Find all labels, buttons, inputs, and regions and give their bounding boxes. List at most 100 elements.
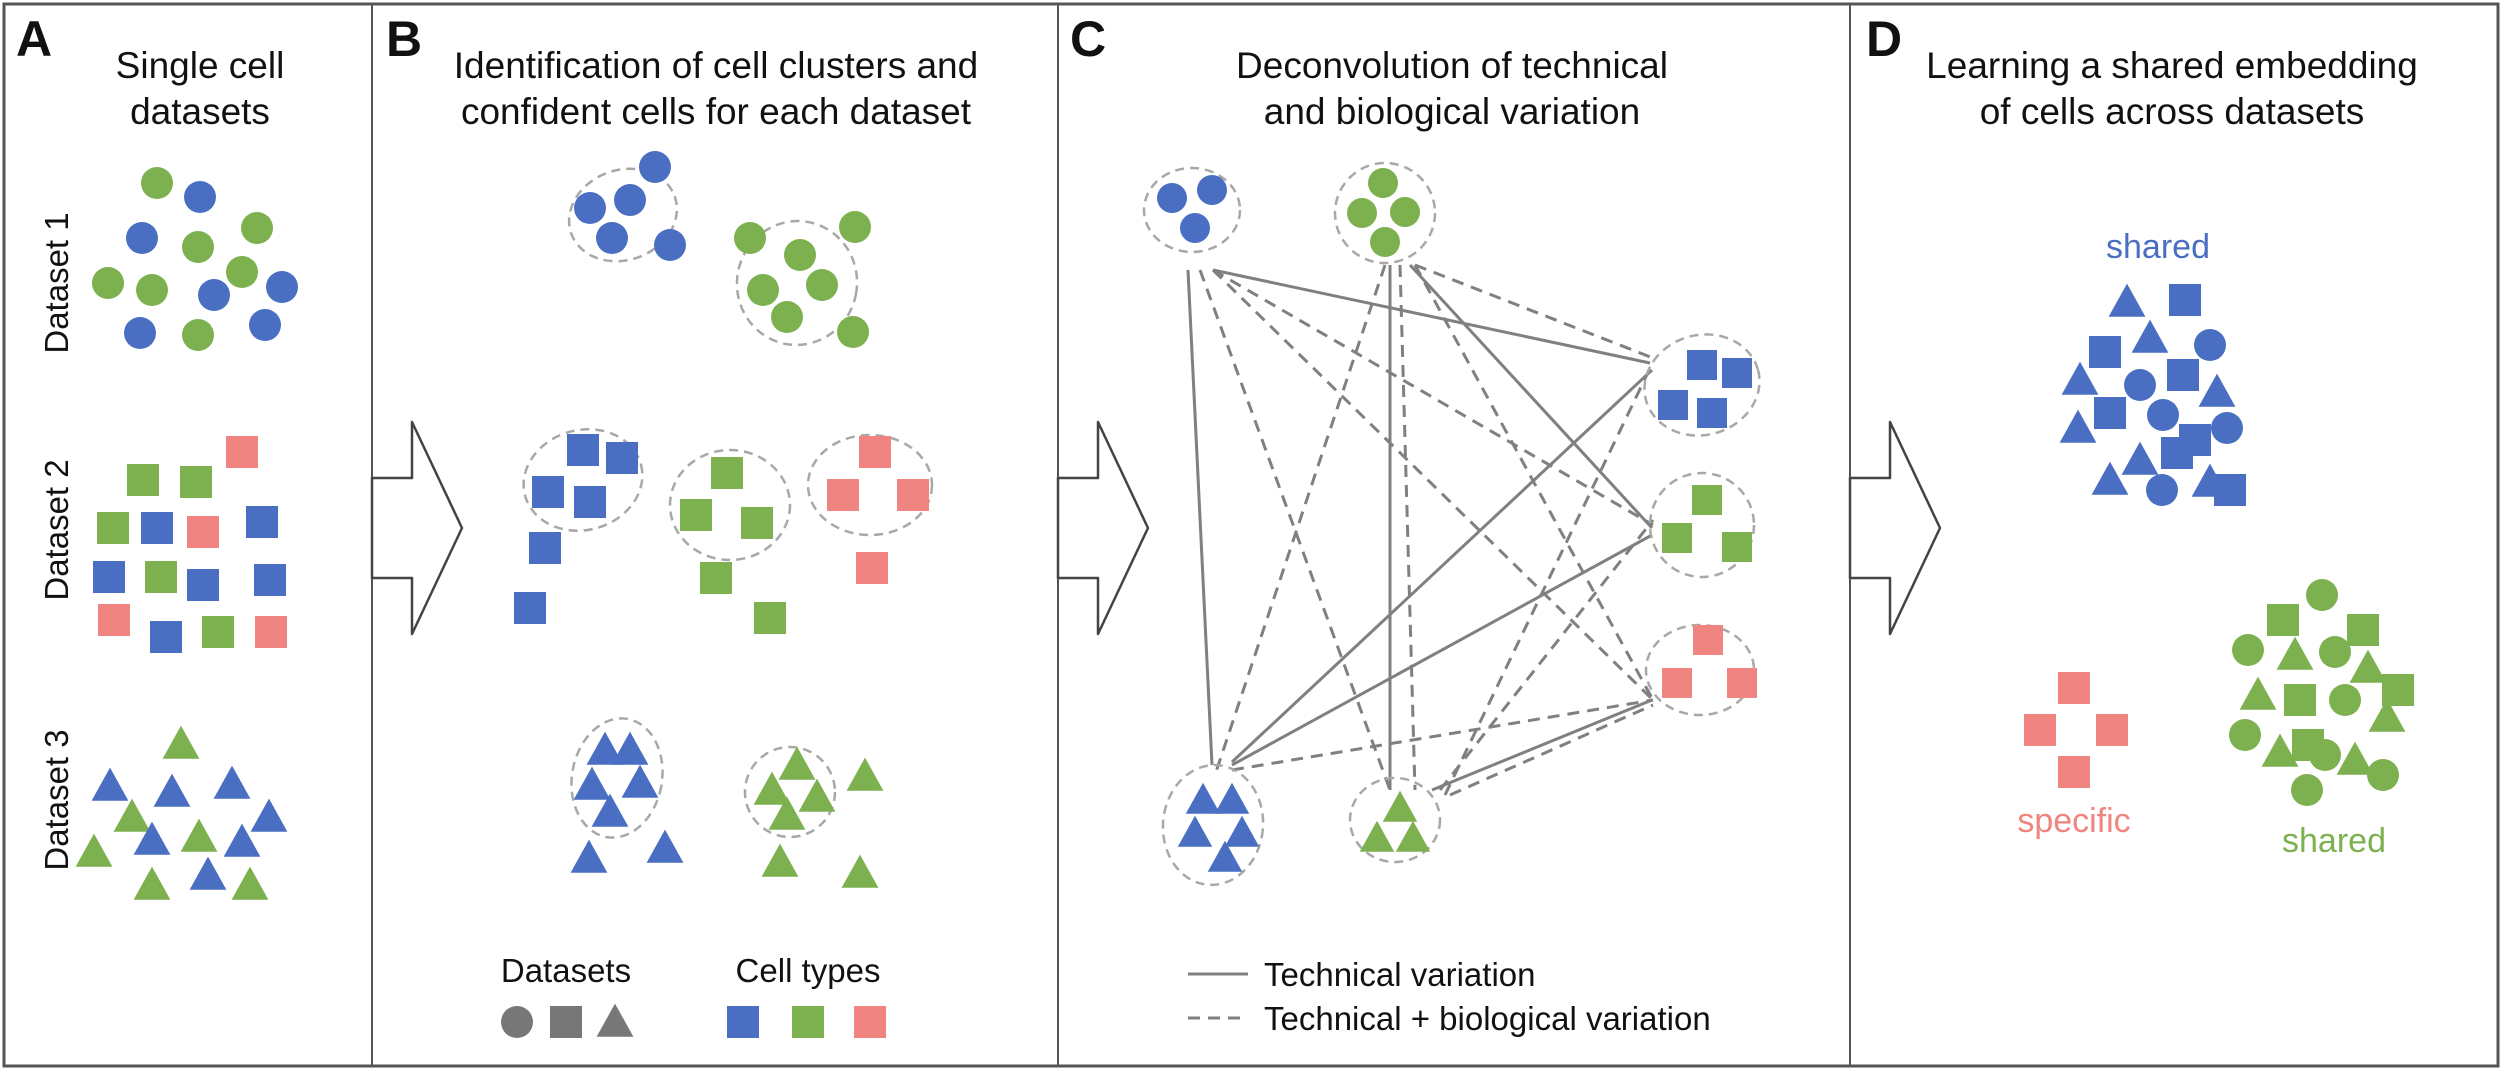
panel-c-links [1186,263,1655,797]
green-circle-cell [182,231,214,263]
blue-triangle-cell [611,731,649,765]
blue-square-cell [93,561,125,593]
technical-biological-variation-link [1438,519,1655,791]
green-circle-cell [92,267,124,299]
blue-triangle-cell [2198,373,2236,407]
green-circle-cell [2329,684,2361,716]
blue-triangle-cell [2121,441,2159,475]
red-square-cell [897,479,929,511]
blue-circle-cell [2147,399,2179,431]
green-circle-cell [241,212,273,244]
panel-a-cells [75,167,298,900]
green-circle-cell [2319,636,2351,668]
gray-triangle-cell [596,1003,634,1037]
blue-square-cell [2089,336,2121,368]
green-triangle-cell [2239,676,2277,710]
panel-d-title-line-1: Learning a shared embedding [1926,45,2418,86]
green-square-cell [180,466,212,498]
blue-square-cell [2094,397,2126,429]
green-triangle-cell [1359,820,1395,852]
blue-circle-cell [654,229,686,261]
red-square-cell [2058,756,2090,788]
blue-circle-cell [639,151,671,183]
blue-square-cell [2167,359,2199,391]
blue-square-cell [246,506,278,538]
green-square-cell [2347,614,2379,646]
technical-variation-link [1212,268,1651,365]
panel-c-cells [1157,168,1757,872]
red-square-cell [98,604,130,636]
gray-circle-cell [501,1006,533,1038]
blue-triangle-cell [621,764,659,798]
red-square-cell [2024,714,2056,746]
green-square-cell [127,464,159,496]
blue-triangle-cell [2061,361,2099,395]
technical-biological-variation-link [1414,263,1654,360]
green-circle-cell [2309,739,2341,771]
blue-triangle-cell [591,793,629,827]
technical-variation-link [1431,698,1653,792]
green-triangle-cell [113,798,151,832]
blue-triangle-cell [1185,782,1221,814]
blue-circle-cell [126,222,158,254]
green-triangle-cell [1395,820,1431,852]
panel-a-title-line-2: datasets [130,91,270,132]
green-triangle-cell [846,757,884,791]
green-triangle-cell [180,818,218,852]
cluster-outline [1643,333,1761,437]
red-square-cell [255,616,287,648]
panel-b-cells [514,151,929,888]
technical-biological-variation-link [1231,698,1654,772]
green-circle-cell [182,319,214,351]
cluster-outline [522,428,644,532]
technical-variation-link [1408,263,1654,530]
green-circle-cell [784,239,816,271]
cluster-outline [1348,776,1442,864]
green-square-cell [711,457,743,489]
blue-triangle-cell [2059,409,2097,443]
blue-triangle-cell [573,766,611,800]
blue-circle-cell [184,181,216,213]
green-triangle-cell [2276,636,2314,670]
blue-square-cell [187,569,219,601]
green-square-cell [700,562,732,594]
blue-circle-cell [1157,183,1187,213]
technical-biological-variation-link [1413,264,1655,701]
blue-triangle-cell [1177,815,1213,847]
green-triangle-cell [2336,741,2374,775]
blue-circle-cell [249,309,281,341]
technical-variation-link [1230,368,1654,764]
red-square-cell [187,516,219,548]
arrow-ab [370,420,464,636]
technical-biological-variation-link [1449,703,1654,797]
blue-triangle-cell [153,773,191,807]
blue-circle-cell [1197,175,1227,205]
blue-circle-cell [596,222,628,254]
blue-triangle-cell [2091,461,2129,495]
green-circle-cell [1347,198,1377,228]
red-square-cell [827,479,859,511]
legend-cell-types-label: Cell types [736,952,881,989]
cluster-outline [806,433,934,537]
green-square-cell [202,616,234,648]
technical-biological-variation-link [1213,264,1387,776]
green-circle-cell [771,301,803,333]
green-square-cell [1662,523,1692,553]
blue-circle-cell [2124,369,2156,401]
cluster-outline [570,717,664,839]
green-square-cell [792,1006,824,1038]
green-triangle-cell [2349,649,2387,683]
blue-square-cell [1658,390,1688,420]
red-square-cell [2096,714,2128,746]
panel-b-legend-marks [501,1003,886,1038]
blue-square-cell [1687,350,1717,380]
red-square-cell [856,552,888,584]
technical-biological-variation-link [1212,268,1654,527]
panel-letter-b: B [386,11,422,67]
blue-square-cell [150,621,182,653]
cluster-outline [735,219,859,347]
blue-circle-cell [614,184,646,216]
panel-c-cluster-outlines [1142,161,1761,887]
label-specific-red: specific [2017,802,2130,840]
label-shared-blue: shared [2106,228,2210,266]
